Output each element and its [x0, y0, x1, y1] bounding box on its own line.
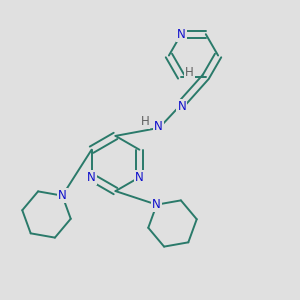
Text: N: N [154, 120, 163, 134]
Text: H: H [185, 66, 194, 79]
Text: N: N [135, 171, 144, 184]
Text: N: N [87, 171, 96, 184]
Text: N: N [177, 100, 186, 113]
Text: N: N [152, 198, 161, 211]
Text: H: H [140, 115, 149, 128]
Text: N: N [58, 189, 67, 202]
Text: N: N [177, 28, 186, 41]
